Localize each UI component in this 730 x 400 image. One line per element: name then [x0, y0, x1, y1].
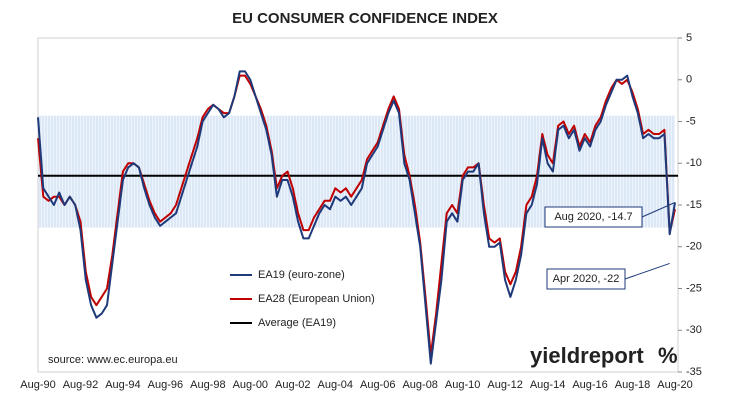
y-tick-label: -5 — [686, 115, 696, 127]
chart-title: EU CONSUMER CONFIDENCE INDEX — [232, 10, 498, 27]
y-tick-label: -35 — [686, 366, 702, 378]
y-tick-label: -25 — [686, 282, 702, 294]
legend-label: EA28 (European Union) — [258, 293, 375, 305]
y-tick-label: 5 — [686, 32, 692, 44]
source-note: source: www.ec.europa.eu — [48, 354, 178, 366]
x-tick-label: Aug-12 — [487, 379, 522, 391]
x-tick-label: Aug-98 — [190, 379, 225, 391]
series-line — [37, 74, 676, 357]
x-tick-label: Aug-96 — [148, 379, 183, 391]
legend-label: EA19 (euro-zone) — [258, 269, 345, 281]
y-tick-label: -30 — [686, 324, 702, 336]
x-tick-label: Aug-90 — [20, 379, 55, 391]
annotation-box — [546, 268, 626, 290]
x-tick-label: Aug-18 — [615, 379, 650, 391]
annotation-leader — [641, 202, 676, 218]
y-tick-label: 0 — [686, 74, 692, 86]
x-tick-label: Aug-02 — [275, 379, 310, 391]
legend-label: Average (EA19) — [258, 317, 336, 329]
y-tick-label: -15 — [686, 199, 702, 211]
x-tick-label: Aug-16 — [572, 379, 607, 391]
y-tick-label: -20 — [686, 241, 702, 253]
logo-text: yieldreport — [530, 343, 644, 368]
annotation-text: Aug 2020, -14.7 — [554, 211, 632, 223]
x-tick-label: Aug-94 — [105, 379, 140, 391]
x-tick-label: Aug-00 — [233, 379, 268, 391]
logo-symbol: % — [658, 343, 678, 368]
y-tick-label: -10 — [686, 157, 702, 169]
x-tick-label: Aug-92 — [63, 379, 98, 391]
annotation-leader — [624, 262, 670, 280]
x-tick-label: Aug-20 — [657, 379, 692, 391]
x-tick-label: Aug-06 — [360, 379, 395, 391]
x-tick-label: Aug-04 — [318, 379, 353, 391]
x-tick-label: Aug-14 — [530, 379, 565, 391]
annotation-text: Apr 2020, -22 — [553, 273, 620, 285]
annotation-box — [544, 206, 643, 228]
series-line — [37, 70, 676, 365]
x-tick-label: Aug-08 — [402, 379, 437, 391]
x-tick-label: Aug-10 — [445, 379, 480, 391]
